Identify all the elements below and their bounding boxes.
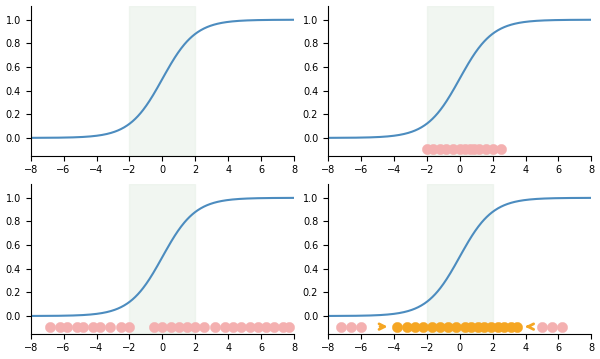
Point	[481, 146, 491, 151]
Point	[410, 324, 420, 330]
Point	[460, 324, 469, 330]
Point	[245, 324, 254, 330]
Point	[465, 146, 475, 151]
Point	[79, 324, 88, 330]
Point	[455, 146, 464, 151]
Point	[435, 146, 445, 151]
Point	[253, 324, 263, 330]
Point	[537, 324, 547, 330]
Point	[278, 324, 287, 330]
Point	[174, 324, 184, 330]
Point	[149, 324, 159, 330]
Point	[182, 324, 192, 330]
Point	[211, 324, 220, 330]
Point	[262, 324, 271, 330]
Point	[557, 324, 566, 330]
Point	[442, 146, 451, 151]
Point	[336, 324, 346, 330]
Point	[62, 324, 71, 330]
Point	[443, 324, 453, 330]
Point	[506, 324, 515, 330]
Point	[199, 324, 208, 330]
Point	[448, 146, 458, 151]
Point	[473, 324, 482, 330]
Bar	[130, 184, 196, 334]
Point	[470, 146, 479, 151]
Point	[88, 324, 98, 330]
Bar	[427, 5, 493, 155]
Point	[435, 324, 445, 330]
Point	[220, 324, 230, 330]
Point	[475, 146, 484, 151]
Point	[284, 324, 294, 330]
Point	[419, 324, 428, 330]
Point	[236, 324, 246, 330]
Point	[512, 324, 522, 330]
Point	[46, 324, 55, 330]
Point	[547, 324, 557, 330]
Point	[486, 324, 496, 330]
Point	[72, 324, 82, 330]
Point	[466, 324, 476, 330]
Point	[499, 324, 509, 330]
Point	[166, 324, 175, 330]
Point	[346, 324, 356, 330]
Bar	[427, 184, 493, 334]
Point	[356, 324, 365, 330]
Point	[105, 324, 115, 330]
Point	[116, 324, 126, 330]
Point	[55, 324, 65, 330]
Point	[269, 324, 279, 330]
Point	[125, 324, 134, 330]
Bar	[130, 5, 196, 155]
Point	[402, 324, 412, 330]
Point	[428, 146, 438, 151]
Point	[493, 324, 502, 330]
Point	[427, 324, 436, 330]
Point	[158, 324, 167, 330]
Point	[422, 146, 431, 151]
Point	[488, 146, 497, 151]
Point	[460, 146, 469, 151]
Point	[479, 324, 489, 330]
Point	[452, 324, 461, 330]
Point	[191, 324, 200, 330]
Point	[392, 324, 402, 330]
Point	[95, 324, 104, 330]
Point	[496, 146, 506, 151]
Point	[229, 324, 238, 330]
